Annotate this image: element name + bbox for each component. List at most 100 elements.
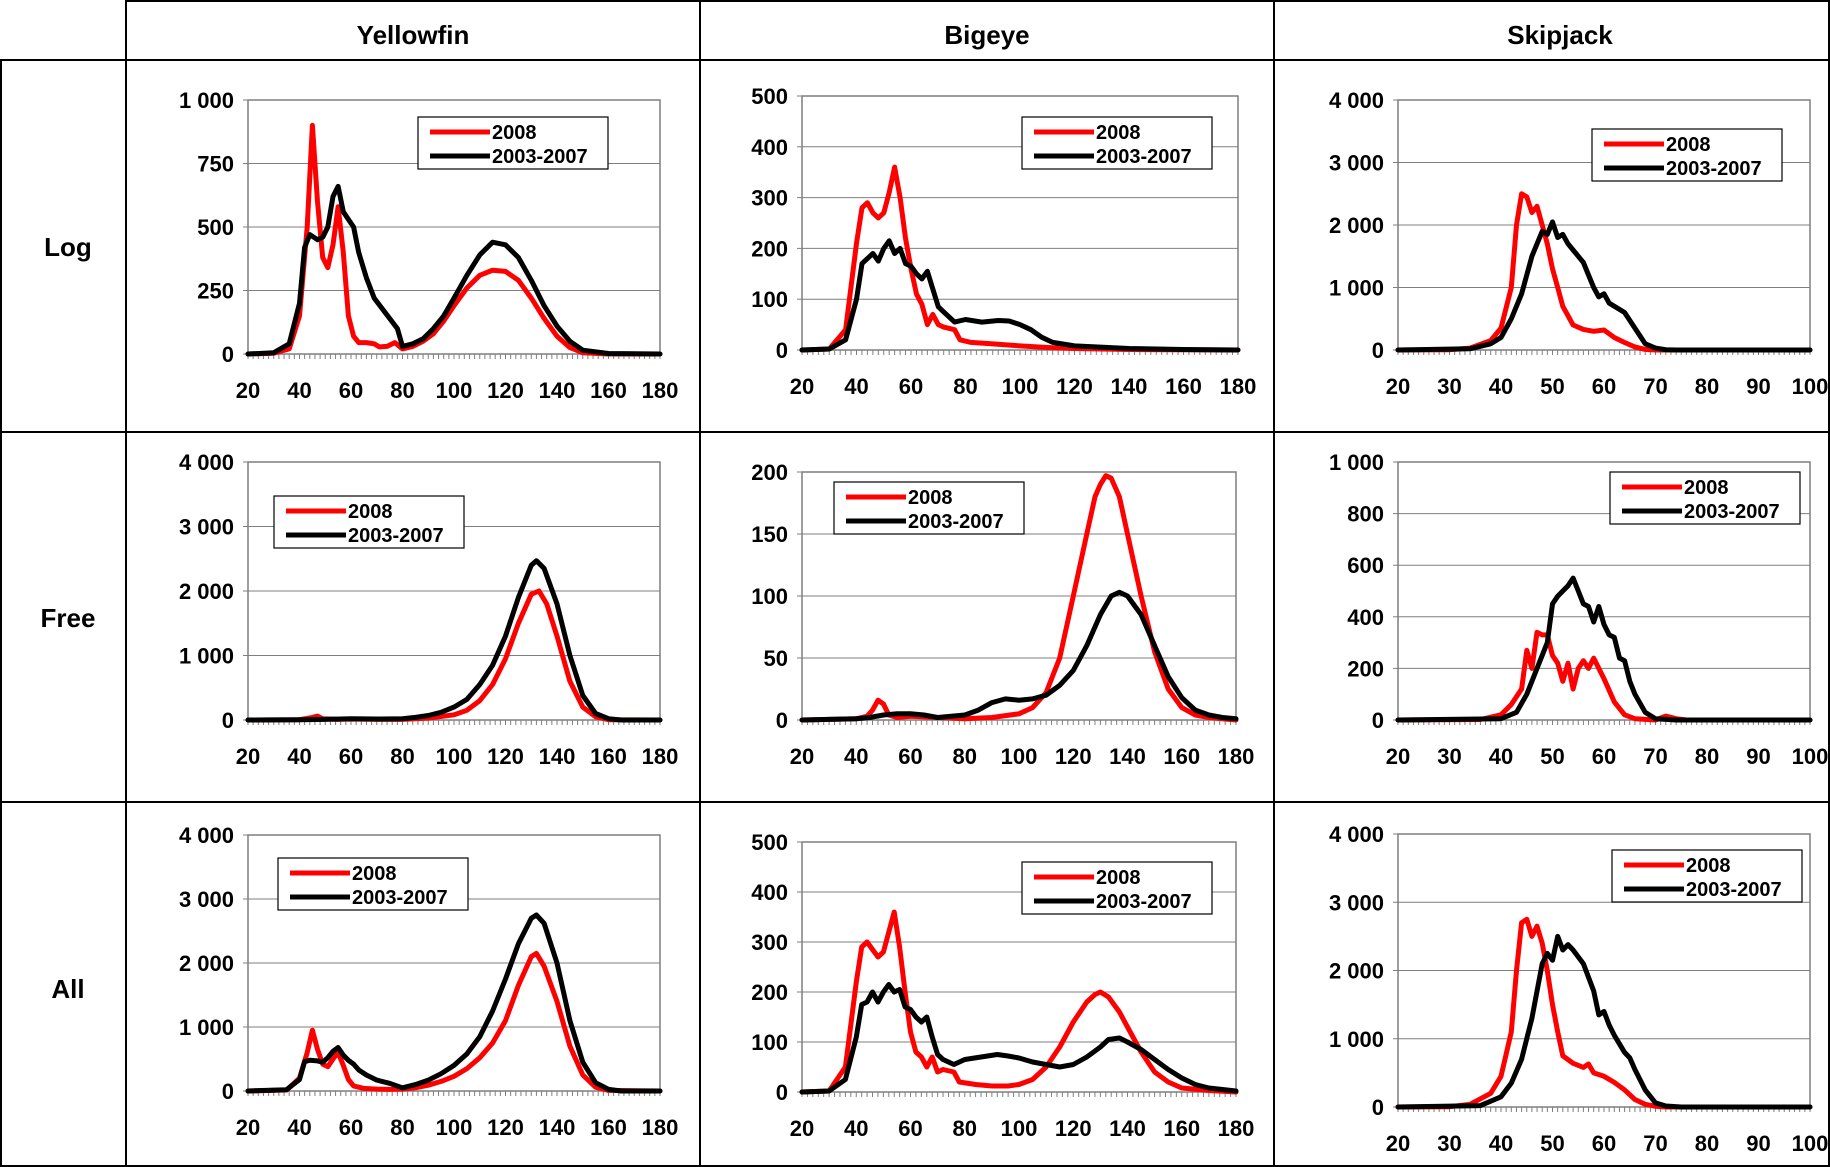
legend-label: 2008 <box>1684 477 1729 499</box>
x-tick-label: 50 <box>1540 1131 1564 1156</box>
x-tick-label: 160 <box>590 378 627 403</box>
x-tick-label: 60 <box>899 374 923 399</box>
x-tick-label: 80 <box>390 378 414 403</box>
chart-bet-all: 0 100 200 300 400 500 20 40 60 80 100 120 140 160 180 2… <box>751 830 1254 1141</box>
x-tick-label: 100 <box>1001 744 1038 769</box>
y-tick-label: 1 000 <box>179 88 234 113</box>
x-tick-label: 80 <box>953 1116 977 1141</box>
y-tick-label: 2 000 <box>1329 213 1384 238</box>
legend-label: 2008 <box>1686 855 1731 877</box>
y-tick-label: 0 <box>776 338 788 363</box>
x-tick-label: 80 <box>1695 374 1719 399</box>
y-tick-label: 2 000 <box>1329 959 1384 984</box>
x-tick-label: 140 <box>539 744 576 769</box>
y-tick-label: 400 <box>751 135 788 160</box>
x-tick-label: 30 <box>1437 374 1461 399</box>
x-tick-label: 40 <box>287 744 311 769</box>
x-tick-label: 60 <box>339 744 363 769</box>
x-tick-label: 100 <box>1002 374 1039 399</box>
x-tick-label: 30 <box>1437 1131 1461 1156</box>
y-tick-label: 0 <box>1372 1095 1384 1120</box>
y-tick-label: 150 <box>751 522 788 547</box>
legend-label: 2003-2007 <box>1684 501 1780 523</box>
x-tick-label: 180 <box>1220 374 1257 399</box>
series-line-2003-2007 <box>1395 575 1813 723</box>
x-tick-label: 60 <box>1592 374 1616 399</box>
y-tick-label: 200 <box>751 460 788 485</box>
x-tick-label: 160 <box>590 1115 627 1140</box>
series-line-2008 <box>799 164 1241 353</box>
legend-box <box>1611 849 1803 903</box>
y-tick-label: 400 <box>1347 605 1384 630</box>
x-tick-label: 90 <box>1746 374 1770 399</box>
y-tick-label: 50 <box>764 646 788 671</box>
x-tick-label: 160 <box>1163 1116 1200 1141</box>
y-tick-label: 300 <box>751 186 788 211</box>
x-tick-label: 80 <box>953 374 977 399</box>
row-header-free: Free <box>41 603 96 633</box>
x-tick-label: 100 <box>1001 1116 1038 1141</box>
legend-label: 2003-2007 <box>1686 879 1782 901</box>
chart-bet-free: 0 50 100 150 200 20 40 60 80 100 120 140 160 180 20082… <box>751 460 1254 769</box>
y-tick-label: 3 000 <box>179 515 234 540</box>
y-tick-label: 4 000 <box>1329 88 1384 113</box>
y-tick-label: 200 <box>1347 656 1384 681</box>
x-tick-label: 100 <box>1792 744 1829 769</box>
y-tick-label: 600 <box>1347 553 1384 578</box>
chart-yft-all: 0 1 000 2 000 3 000 4 000 20 40 60 80 100 120 140 16… <box>179 823 678 1140</box>
x-tick-label: 160 <box>1165 374 1202 399</box>
x-tick-label: 140 <box>1111 374 1148 399</box>
y-tick-label: 100 <box>751 1030 788 1055</box>
x-tick-label: 180 <box>1218 1116 1255 1141</box>
row-header-all: All <box>51 974 84 1004</box>
x-tick-label: 60 <box>1592 1131 1616 1156</box>
x-tick-label: 90 <box>1746 1131 1770 1156</box>
x-tick-label: 20 <box>236 1115 260 1140</box>
x-tick-label: 40 <box>287 1115 311 1140</box>
legend-label: 2008 <box>1096 122 1141 144</box>
x-tick-label: 80 <box>1695 1131 1719 1156</box>
y-tick-label: 0 <box>776 708 788 733</box>
x-tick-label: 40 <box>844 374 868 399</box>
x-tick-label: 20 <box>236 744 260 769</box>
y-tick-label: 2 000 <box>179 579 234 604</box>
series-line-2008 <box>1395 191 1813 353</box>
legend-label: 2008 <box>352 863 397 885</box>
series-line-2003-2007 <box>245 183 663 357</box>
x-tick-label: 80 <box>390 1115 414 1140</box>
legend-box <box>277 857 469 911</box>
series-line-2008 <box>1395 916 1813 1110</box>
x-tick-label: 80 <box>1695 744 1719 769</box>
y-tick-label: 0 <box>222 708 234 733</box>
x-tick-label: 70 <box>1643 1131 1667 1156</box>
y-tick-label: 500 <box>751 830 788 855</box>
x-tick-label: 60 <box>898 744 922 769</box>
y-tick-label: 1 000 <box>1329 1027 1384 1052</box>
legend-box <box>1021 861 1213 915</box>
x-tick-label: 60 <box>339 378 363 403</box>
x-tick-label: 80 <box>390 744 414 769</box>
y-tick-label: 0 <box>1372 338 1384 363</box>
y-tick-label: 750 <box>197 152 234 177</box>
x-tick-label: 100 <box>436 378 473 403</box>
column-header-yellowfin: Yellowfin <box>357 20 470 50</box>
x-tick-label: 100 <box>436 744 473 769</box>
legend-box <box>1591 128 1783 182</box>
chart-skj-log: 0 1 000 2 000 3 000 4 000 20 30 40 50 60 70 80 90 100… <box>1329 88 1828 399</box>
x-tick-label: 40 <box>1489 374 1513 399</box>
series-line-2008 <box>799 909 1239 1095</box>
y-tick-label: 200 <box>751 236 788 261</box>
series-line-2008 <box>245 122 663 357</box>
chart-skj-all: 0 1 000 2 000 3 000 4 000 20 30 40 50 60 70 80 90 100… <box>1329 822 1828 1156</box>
chart-yft-free: 0 1 000 2 000 3 000 4 000 20 40 60 80 100 120 140 16… <box>179 450 678 769</box>
series-line-2003-2007 <box>799 589 1239 723</box>
y-tick-label: 100 <box>751 584 788 609</box>
legend-box <box>833 481 1025 535</box>
y-tick-label: 100 <box>751 287 788 312</box>
